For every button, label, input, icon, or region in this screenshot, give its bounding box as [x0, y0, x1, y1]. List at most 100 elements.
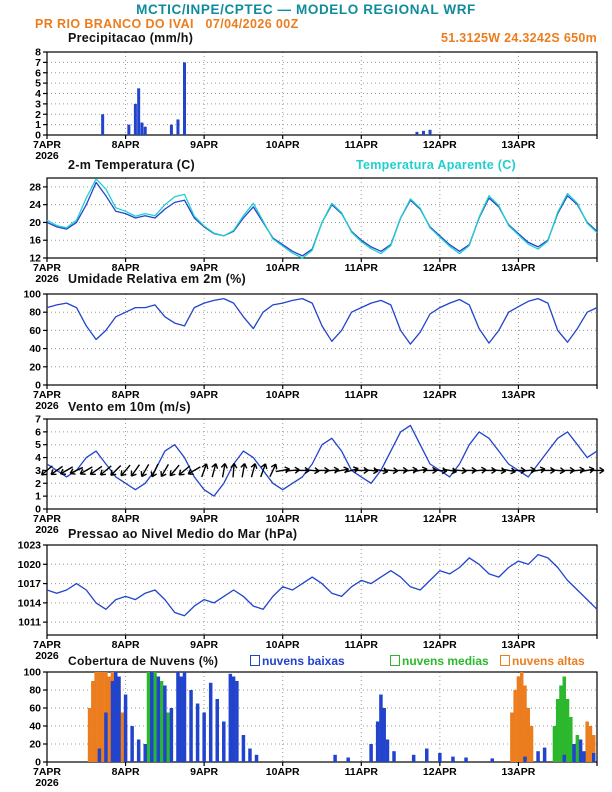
- header-title: MCTIC/INPE/CPTEC — MODELO REGIONAL WRF: [136, 2, 476, 17]
- x-tick-label: 12APR: [423, 262, 457, 274]
- y-tick-label: 1014: [18, 597, 42, 609]
- x-tick-label: 9APR: [190, 639, 218, 651]
- cloud-bar: [490, 758, 494, 762]
- y-tick-label: 6: [35, 426, 41, 438]
- cloud-bar: [464, 757, 468, 762]
- cloud-bar: [562, 676, 567, 762]
- wind-barb-icon: [324, 466, 340, 474]
- cloud-bar: [117, 676, 121, 762]
- cloud-bar: [159, 681, 164, 762]
- cloud-bar: [559, 685, 563, 762]
- precip-title: Precipitacao (mm/h): [68, 31, 194, 45]
- y-tick-label: 8: [35, 47, 41, 59]
- cloud-bar: [136, 739, 141, 762]
- y-tick-label: 3: [35, 98, 41, 110]
- wind-barb-icon: [178, 465, 191, 476]
- x-tick-label: 10APR: [266, 639, 300, 651]
- y-tick-label: 3: [35, 465, 41, 477]
- wind-barb-icon: [187, 466, 201, 475]
- precip-bar: [428, 129, 432, 135]
- cloud-bar: [146, 672, 151, 762]
- wind-barb-icon: [150, 463, 159, 478]
- cloud-bar: [189, 690, 193, 762]
- wind-barb-icon: [403, 466, 418, 474]
- x-tick-label: 7APR: [33, 389, 61, 401]
- cloud-bar: [523, 685, 527, 762]
- cloud-bar: [248, 748, 252, 762]
- x-year-label: 2026: [35, 524, 59, 536]
- cloud-bar: [100, 672, 105, 762]
- x-year-label: 2026: [35, 273, 59, 285]
- cloud-bar: [182, 672, 187, 762]
- cloud-bar: [438, 753, 442, 762]
- y-tick-label: 60: [29, 703, 41, 715]
- cloud-bar: [425, 748, 429, 762]
- precip-bar: [183, 62, 186, 135]
- y-tick-label: 28: [29, 181, 41, 193]
- precip-bar: [421, 130, 425, 135]
- precip-bar: [101, 114, 105, 135]
- cloud-bar: [588, 726, 593, 762]
- y-tick-label: 6: [35, 67, 41, 79]
- y-tick-label: 12: [29, 253, 41, 265]
- x-tick-label: 8APR: [112, 513, 140, 525]
- cloud-bar: [555, 699, 560, 762]
- cloud-bar: [120, 712, 125, 762]
- cloud-bar: [578, 739, 583, 762]
- cloud-bar: [529, 726, 534, 762]
- cloud-bar: [202, 712, 206, 762]
- x-tick-label: 11APR: [345, 139, 379, 151]
- legend-label: nuvens medias: [402, 654, 489, 668]
- cloud-bar: [169, 708, 174, 762]
- wind-barb-icon: [120, 464, 131, 477]
- legend-label: nuvens baixas: [262, 654, 345, 668]
- y-tick-label: 1: [35, 119, 41, 131]
- cloud-bar: [104, 712, 108, 762]
- wind-barb-icon: [240, 463, 248, 478]
- legend-label: nuvens altas: [512, 654, 585, 668]
- x-tick-label: 13APR: [501, 262, 535, 274]
- x-tick-label: 13APR: [501, 513, 535, 525]
- legend-nuvens-altas: nuvens altas: [500, 654, 585, 668]
- cloud-bar: [536, 751, 540, 762]
- cloud-bar: [516, 676, 521, 762]
- cloud-bar: [379, 694, 383, 762]
- cloud-bar: [569, 717, 573, 762]
- wind-barb-icon: [140, 463, 150, 478]
- wind-barb-icon: [99, 465, 112, 476]
- cloud-bar: [222, 721, 226, 762]
- wind-barb-icon: [570, 466, 585, 474]
- precip-bar: [176, 119, 180, 135]
- x-tick-label: 10APR: [266, 766, 300, 778]
- wind-barb-icon: [260, 463, 268, 478]
- cloud-bar: [513, 690, 517, 762]
- x-tick-label: 9APR: [190, 513, 218, 525]
- cloud-bar: [451, 756, 455, 762]
- cloud-bar: [585, 721, 589, 762]
- cloud-bar: [91, 681, 95, 762]
- header-subtitle: PR RIO BRANCO DO IVAI 07/04/2026 00Z: [35, 17, 299, 31]
- cloud-bar: [97, 748, 102, 762]
- x-tick-label: 9APR: [190, 389, 218, 401]
- y-tick-label: 1023: [18, 540, 42, 552]
- cloud-bar: [565, 699, 570, 762]
- wind-barb-icon: [269, 463, 278, 478]
- wind-barb-icon: [130, 464, 140, 477]
- y-tick-label: 0: [35, 504, 41, 516]
- apparent-temp-title: Temperatura Aparente (C): [356, 158, 517, 172]
- y-tick-label: 40: [29, 343, 41, 355]
- wind-barb-icon: [491, 467, 507, 475]
- x-tick-label: 13APR: [501, 389, 535, 401]
- wind-barb-icon: [220, 463, 228, 478]
- cloud-bar: [392, 751, 396, 762]
- cloud-bar: [510, 712, 514, 762]
- cloud-bar: [123, 694, 128, 762]
- y-tick-label: 60: [29, 325, 41, 337]
- x-tick-label: 8APR: [112, 639, 140, 651]
- y-tick-label: 0: [35, 380, 41, 392]
